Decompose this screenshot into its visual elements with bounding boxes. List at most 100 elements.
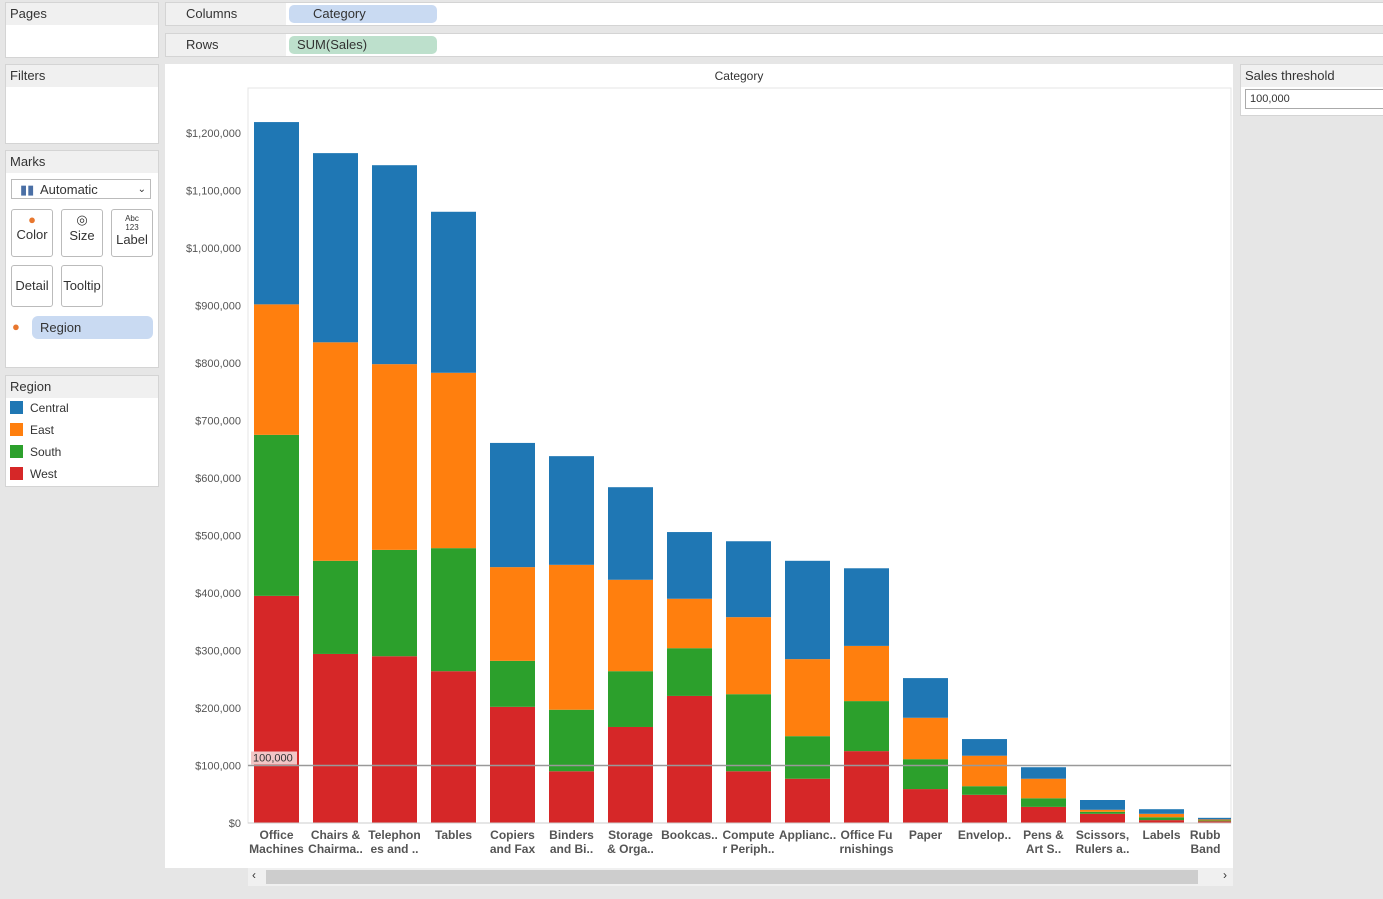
bar-segment-west xyxy=(549,771,594,823)
columns-shelf[interactable]: Columns Category xyxy=(165,2,1383,26)
x-tick-label: Telephon xyxy=(368,828,420,842)
legend-item-east[interactable]: East xyxy=(10,423,54,437)
bar-segment-east xyxy=(1021,778,1066,799)
chart-title: Category xyxy=(715,69,764,83)
chart-view: Category $0 $100,000 $200,000 $300,000 $400,0… xyxy=(165,64,1233,868)
bar-segment-central xyxy=(549,456,594,565)
mark-type-select[interactable]: Automatic ⌄ ▮▮ xyxy=(11,179,151,199)
region-color-pill[interactable]: Region xyxy=(32,316,153,339)
bar-segment-south xyxy=(844,701,889,752)
bar-segment-east xyxy=(962,755,1007,787)
bar-segment-central xyxy=(372,165,417,365)
x-tick-label: Chairma.. xyxy=(308,842,363,856)
x-tick-label: Art S.. xyxy=(1026,842,1061,856)
y-tick-label: $400,000 xyxy=(195,588,241,600)
y-tick-label: $1,200,000 xyxy=(186,128,241,140)
bar-chart-icon: ▮▮ xyxy=(20,182,35,197)
bar-segment-south xyxy=(313,560,358,654)
legend-title: Region xyxy=(6,376,158,398)
x-tick-label: & Orga.. xyxy=(607,842,654,856)
sales-threshold-input[interactable]: 100,000 xyxy=(1245,89,1383,109)
bar-segment-east xyxy=(726,617,771,695)
bar-segment-central xyxy=(431,211,476,373)
bar-segment-central xyxy=(726,541,771,618)
bar-segment-south xyxy=(726,694,771,772)
bar-segment-south xyxy=(1139,817,1184,821)
filters-card[interactable]: Filters xyxy=(5,64,159,144)
bar-segment-south xyxy=(431,548,476,672)
scroll-left-arrow[interactable]: ‹ xyxy=(252,868,256,882)
bar-segment-south xyxy=(608,671,653,727)
rows-label: Rows xyxy=(166,34,286,56)
rows-shelf[interactable]: Rows SUM(Sales) xyxy=(165,33,1383,57)
x-tick-label: Bookcas.. xyxy=(661,828,718,842)
pages-card: Pages xyxy=(5,2,159,58)
bar-segment-central xyxy=(785,560,830,660)
bar-segment-south xyxy=(1021,798,1066,807)
color-button[interactable]: ● Color xyxy=(11,209,53,257)
legend-item-central[interactable]: Central xyxy=(10,401,69,415)
x-tick-label: Binders xyxy=(549,828,594,842)
legend-item-west[interactable]: West xyxy=(10,467,57,481)
legend-label: South xyxy=(30,445,62,459)
y-tick-label: $200,000 xyxy=(195,703,241,715)
pages-title: Pages xyxy=(6,3,158,25)
bar-segment-central xyxy=(1080,800,1125,810)
sales-pill[interactable]: SUM(Sales) xyxy=(289,36,437,54)
color-icon: ● xyxy=(28,212,36,227)
color-label: Color xyxy=(16,227,48,242)
columns-label: Columns xyxy=(166,3,286,25)
bar-segment-central xyxy=(962,739,1007,756)
detail-label: Detail xyxy=(15,278,49,293)
scroll-thumb[interactable] xyxy=(266,870,1198,884)
label-button[interactable]: Abc 123 Label xyxy=(111,209,153,257)
bar-segment-central xyxy=(1139,809,1184,814)
scroll-right-arrow[interactable]: › xyxy=(1223,868,1227,882)
parameter-card: Sales threshold 100,000 xyxy=(1240,64,1383,116)
bar-segment-central xyxy=(254,122,299,305)
x-tick-label: rnishings xyxy=(839,842,893,856)
bar-segment-west xyxy=(785,778,830,823)
bar-segment-west xyxy=(1198,821,1231,823)
x-tick-label: Envelop.. xyxy=(958,828,1011,842)
x-tick-label: Scissors, xyxy=(1076,828,1129,842)
x-tick-label: Pens & xyxy=(1023,828,1064,842)
bar-segment-south xyxy=(962,786,1007,795)
tooltip-button[interactable]: Tooltip xyxy=(61,265,103,307)
bar-segment-west xyxy=(254,595,299,823)
legend-item-south[interactable]: South xyxy=(10,445,61,459)
size-button[interactable]: ◎ Size xyxy=(61,209,103,257)
x-tick-label: and Fax xyxy=(490,842,536,856)
category-pill[interactable]: Category xyxy=(289,5,437,23)
bar-segment-south xyxy=(667,648,712,696)
detail-button[interactable]: Detail xyxy=(11,265,53,307)
stacked-bar-chart: Category $0 $100,000 $200,000 $300,000 $400,0… xyxy=(186,69,1232,856)
bar-segment-east xyxy=(903,717,948,760)
horizontal-scrollbar[interactable]: ‹ › xyxy=(248,868,1233,886)
bar-segment-west xyxy=(1080,813,1125,823)
bar-segment-central xyxy=(667,532,712,599)
y-tick-label: $100,000 xyxy=(195,761,241,773)
y-tick-label: $700,000 xyxy=(195,416,241,428)
x-tick-label: r Periph.. xyxy=(722,842,774,856)
bar-segment-south xyxy=(1198,820,1231,822)
bar-segment-east xyxy=(313,342,358,561)
bar-segment-east xyxy=(667,598,712,649)
category-pill-label: Category xyxy=(313,6,366,21)
bar-segment-west xyxy=(372,656,417,823)
bar-segment-west xyxy=(844,751,889,823)
x-tick-label: and Bi.. xyxy=(550,842,593,856)
bar-segment-central xyxy=(490,442,535,568)
x-tick-label: Compute xyxy=(723,828,775,842)
x-tick-label: Tables xyxy=(435,828,472,842)
x-tick-label: Band xyxy=(1191,842,1221,856)
marks-card: Marks Automatic ⌄ ▮▮ ● Color ◎ Size Abc 123 La… xyxy=(5,150,159,368)
bar-segment-west xyxy=(431,671,476,823)
x-tick-label: es and .. xyxy=(370,842,418,856)
bar-segment-east xyxy=(608,579,653,672)
bar-segment-west xyxy=(313,653,358,823)
bar-segment-central xyxy=(1021,767,1066,779)
bar-segment-east xyxy=(1080,809,1125,812)
bar-segment-central xyxy=(1198,817,1231,820)
reference-label-bg xyxy=(251,751,297,765)
